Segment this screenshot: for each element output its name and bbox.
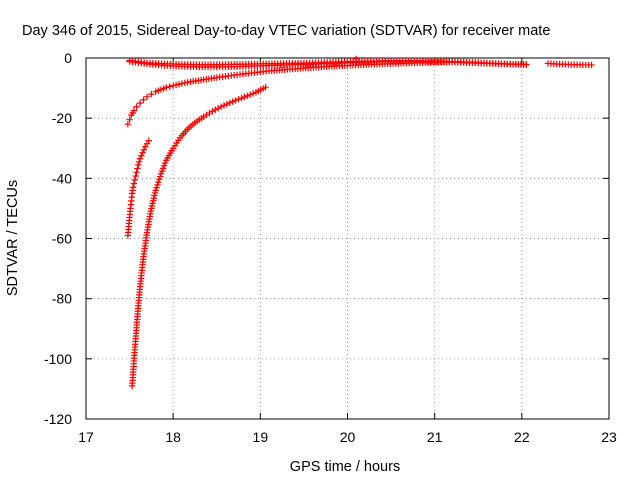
data-point [169, 82, 177, 89]
data-point [156, 173, 164, 180]
data-point [215, 105, 222, 112]
data-point [130, 107, 138, 114]
data-point [184, 79, 191, 86]
data-point [212, 106, 219, 113]
data-point [143, 93, 151, 101]
data-point [235, 96, 242, 103]
x-tick-label: 22 [514, 429, 530, 445]
data-point [126, 116, 133, 123]
x-tick-label: 21 [427, 429, 443, 445]
data-point [139, 149, 146, 156]
data-point [246, 91, 254, 98]
data-point [136, 155, 144, 162]
y-tick-label: -40 [52, 170, 72, 186]
y-tick-label: -120 [44, 411, 72, 427]
data-point [136, 99, 144, 107]
data-point [178, 80, 186, 87]
data-point [249, 90, 257, 97]
data-point [152, 187, 159, 194]
data-point [153, 184, 160, 191]
data-point [209, 108, 216, 115]
y-tick-label: -80 [52, 291, 72, 307]
data-point [588, 61, 595, 69]
data-point [229, 98, 236, 105]
data-point [140, 96, 147, 104]
x-tick-label: 17 [78, 429, 94, 445]
chart-title: Day 346 of 2015, Sidereal Day-to-day VTE… [22, 23, 550, 39]
data-point [155, 178, 162, 186]
data-point [166, 83, 173, 90]
y-tick-label: -100 [44, 351, 72, 367]
y-tick-label: 0 [64, 50, 72, 66]
data-points [124, 55, 595, 390]
data-point [172, 81, 180, 89]
y-tick-label: -20 [52, 110, 72, 126]
data-point [134, 165, 141, 172]
data-point [154, 181, 161, 189]
data-point [262, 83, 269, 91]
data-point [140, 146, 148, 153]
data-point [132, 172, 139, 180]
y-tick-label: -60 [52, 231, 72, 247]
data-point [522, 61, 530, 69]
data-point [148, 90, 155, 98]
data-point [135, 158, 143, 165]
data-point [223, 100, 231, 108]
data-point [181, 79, 188, 87]
data-point [133, 103, 140, 110]
y-axis-label: SDTVAR / TECUs [5, 180, 21, 296]
data-point [156, 176, 163, 183]
grid-lines [86, 58, 609, 419]
data-point [133, 169, 140, 176]
data-point [130, 180, 138, 187]
x-tick-label: 18 [165, 429, 181, 445]
x-tick-label: 19 [253, 429, 269, 445]
data-point [162, 84, 170, 91]
x-tick-label: 20 [340, 429, 356, 445]
data-point [226, 99, 234, 107]
data-point [175, 81, 183, 88]
data-point [138, 152, 145, 159]
x-tick-label: 23 [601, 429, 617, 445]
data-point [238, 94, 245, 102]
data-point [135, 161, 142, 168]
data-point [220, 102, 228, 109]
data-point [129, 184, 137, 191]
data-point [145, 137, 152, 144]
data-point [353, 55, 360, 63]
x-axis-label: GPS time / hours [290, 459, 400, 475]
data-point [124, 120, 132, 128]
data-point [131, 176, 139, 184]
data-point [232, 97, 239, 104]
data-point [244, 92, 251, 100]
data-point [217, 103, 225, 110]
data-point [241, 93, 248, 101]
